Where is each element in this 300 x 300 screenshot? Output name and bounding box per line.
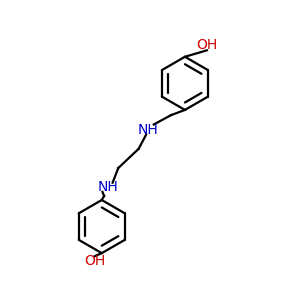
Text: OH: OH [196,38,218,52]
Text: NH: NH [138,123,158,136]
Text: OH: OH [84,254,106,268]
Text: NH: NH [97,180,118,194]
